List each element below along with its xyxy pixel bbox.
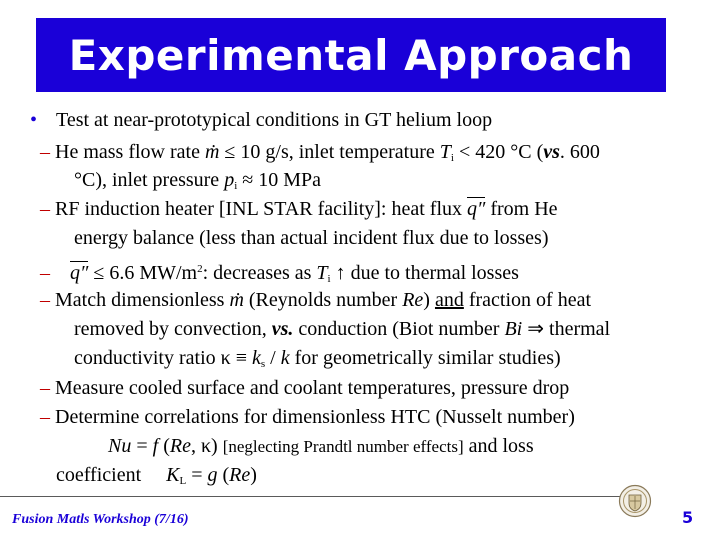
sub-bullet-match-cont-1: removed by convection, vs. conduction (B… [74, 317, 610, 341]
sub-bullet-mass-flow: – He mass flow rate ṁ ≤ 10 g/s, inlet te… [40, 140, 600, 170]
text-run: ( [217, 464, 230, 486]
text-run: Match dimensionless [50, 289, 230, 311]
footer-label: Fusion Matls Workshop (7/16) [12, 512, 189, 527]
math-mdot: ṁ [204, 141, 220, 163]
text-run: / [265, 347, 281, 369]
text-run: He mass flow rate [50, 141, 205, 163]
dash-marker: – [40, 198, 50, 220]
dash-marker: – [40, 406, 50, 428]
dash-marker: – [40, 141, 50, 163]
text-run: ≈ 10 MPa [237, 169, 322, 191]
subscript: i [327, 273, 331, 285]
text-run: ⇒ thermal [522, 318, 611, 340]
text-run: coefficient [56, 464, 167, 486]
math-Bi: Bi [504, 318, 523, 340]
text-run: from He [485, 198, 558, 220]
text-run: conduction (Biot number [293, 318, 505, 340]
math-Re: Re [169, 435, 191, 457]
text-run: ) [423, 289, 435, 311]
text-run: ≤ 6.6 MW/m [88, 262, 198, 284]
text-run: for geometrically similar studies) [289, 347, 561, 369]
math-Re: Re [229, 464, 251, 486]
title-banner: Experimental Approach [36, 18, 666, 92]
superscript: 2 [197, 263, 203, 275]
text-run: Measure cooled surface and coolant tempe… [50, 377, 570, 399]
sub-bullet-match-cont-2: conductivity ratio κ ≡ ks / k for geomet… [74, 346, 561, 376]
math-g: g [207, 464, 218, 486]
nusselt-equation: Nu = f (Re, κ) [neglecting Prandtl numbe… [108, 434, 534, 459]
text-run: , κ) [190, 435, 223, 457]
slide-title: Experimental Approach [68, 30, 634, 80]
sub-bullet-rf-heater: – RF induction heater [INL STAR facility… [40, 197, 558, 221]
sub-bullet-mass-flow-cont: °C), inlet pressure pi ≈ 10 MPa [74, 168, 321, 198]
text-run: ≤ 10 g/s, inlet temperature [219, 141, 440, 163]
text-run: ( [158, 435, 170, 457]
math-f: f [152, 435, 159, 457]
loss-coefficient-equation: coefficient KL = g (Re) [56, 463, 257, 493]
math-p: p [224, 169, 235, 191]
text-run: (Reynolds number [243, 289, 403, 311]
math-q-avg: q″ [467, 197, 486, 220]
math-k: k [252, 347, 261, 369]
sub-bullet-rf-heater-cont: energy balance (less than actual inciden… [74, 227, 549, 249]
text-run: RF induction heater [INL STAR facility]:… [50, 198, 468, 220]
math-Re: Re [402, 289, 424, 311]
text-run: °C), inlet pressure [74, 169, 225, 191]
main-bullet-text: Test at near-prototypical conditions in … [56, 109, 493, 131]
text-run: Determine correlations for dimensionless… [50, 406, 575, 428]
sub-bullet-heat-flux: – q″ ≤ 6.6 MW/m2: decreases as Ti ↑ due … [40, 257, 519, 291]
text-run: < 420 °C ( [453, 141, 544, 163]
text-run: and loss [463, 435, 534, 457]
subscript: i [450, 152, 454, 164]
text-run: = [186, 464, 208, 486]
dash-marker: – [40, 262, 50, 284]
sub-bullet-match: – Match dimensionless ṁ (Reynolds number… [40, 288, 591, 312]
math-T: T [439, 141, 451, 163]
footer-divider [0, 496, 640, 497]
bullet-marker: • [30, 109, 38, 131]
text-vs: vs. [271, 318, 294, 340]
text-vs: vs [543, 141, 560, 163]
underlined-and: and [434, 289, 464, 311]
math-mdot: ṁ [229, 289, 244, 311]
math-K: K [166, 464, 180, 486]
university-seal-icon [618, 484, 652, 518]
math-T: T [316, 262, 328, 284]
page-number: 5 [682, 508, 694, 527]
math-k: k [280, 347, 290, 369]
sub-bullet-measure: – Measure cooled surface and coolant tem… [40, 376, 569, 400]
math-q-avg: q″ [70, 261, 89, 284]
subscript: i [234, 180, 238, 192]
text-run: removed by convection, [74, 318, 272, 340]
dash-marker: – [40, 289, 50, 311]
text-run: . 600 [559, 141, 600, 163]
text-run: conductivity ratio κ ≡ [74, 347, 252, 369]
text-run: = [131, 435, 153, 457]
math-Nu: Nu [108, 435, 132, 457]
text-run: : decreases as [202, 262, 317, 284]
prandtl-note: [neglecting Prandtl number effects] [222, 437, 464, 456]
dash-marker: – [40, 377, 50, 399]
text-run: fraction of heat [463, 289, 592, 311]
subscript: s [260, 358, 266, 370]
text-run: ↑ due to thermal losses [330, 262, 519, 284]
subscript: L [179, 475, 187, 487]
sub-bullet-correlations: – Determine correlations for dimensionle… [40, 405, 575, 429]
text-run: ) [250, 464, 257, 486]
